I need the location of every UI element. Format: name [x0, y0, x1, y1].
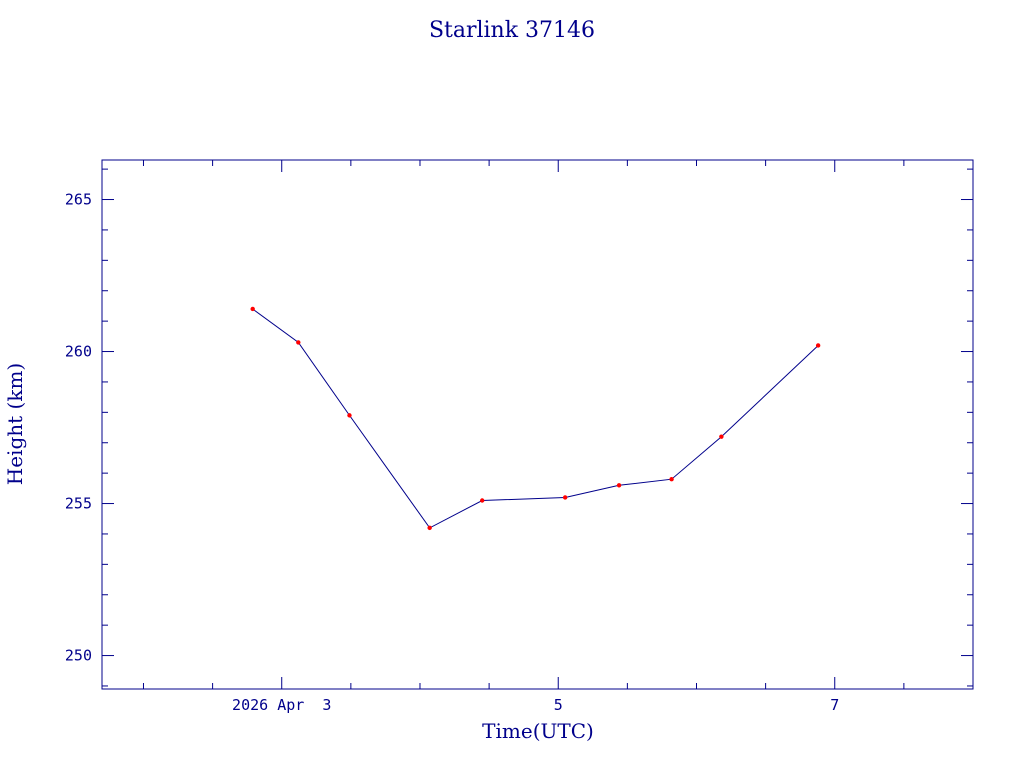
y-tick-label: 260	[65, 343, 92, 361]
x-axis-label: Time(UTC)	[482, 719, 594, 743]
chart-title: Starlink 37146	[429, 18, 595, 43]
data-point	[669, 477, 674, 482]
y-tick-label: 255	[65, 495, 92, 513]
series-layer	[250, 306, 821, 531]
y-tick-label: 265	[65, 191, 92, 209]
data-point	[347, 413, 352, 418]
data-point	[296, 340, 301, 345]
data-point	[616, 483, 622, 488]
series-line	[252, 308, 819, 529]
data-point	[479, 498, 485, 503]
data-point	[815, 343, 821, 348]
y-tick-label: 250	[65, 647, 92, 665]
data-point	[250, 306, 255, 312]
axis-ticks	[102, 160, 974, 689]
data-point	[562, 495, 568, 500]
y-axis-label: Height (km)	[3, 363, 27, 485]
x-tick-label: 7	[830, 696, 839, 714]
data-point	[427, 525, 432, 531]
data-point	[719, 434, 724, 439]
x-tick-label: 5	[554, 696, 563, 714]
axis-tick-labels: 250 255 260 265 2026 Apr 3 5 7	[65, 191, 839, 714]
plot-frame	[101, 159, 974, 690]
x-tick-label: 2026 Apr 3	[232, 696, 331, 714]
